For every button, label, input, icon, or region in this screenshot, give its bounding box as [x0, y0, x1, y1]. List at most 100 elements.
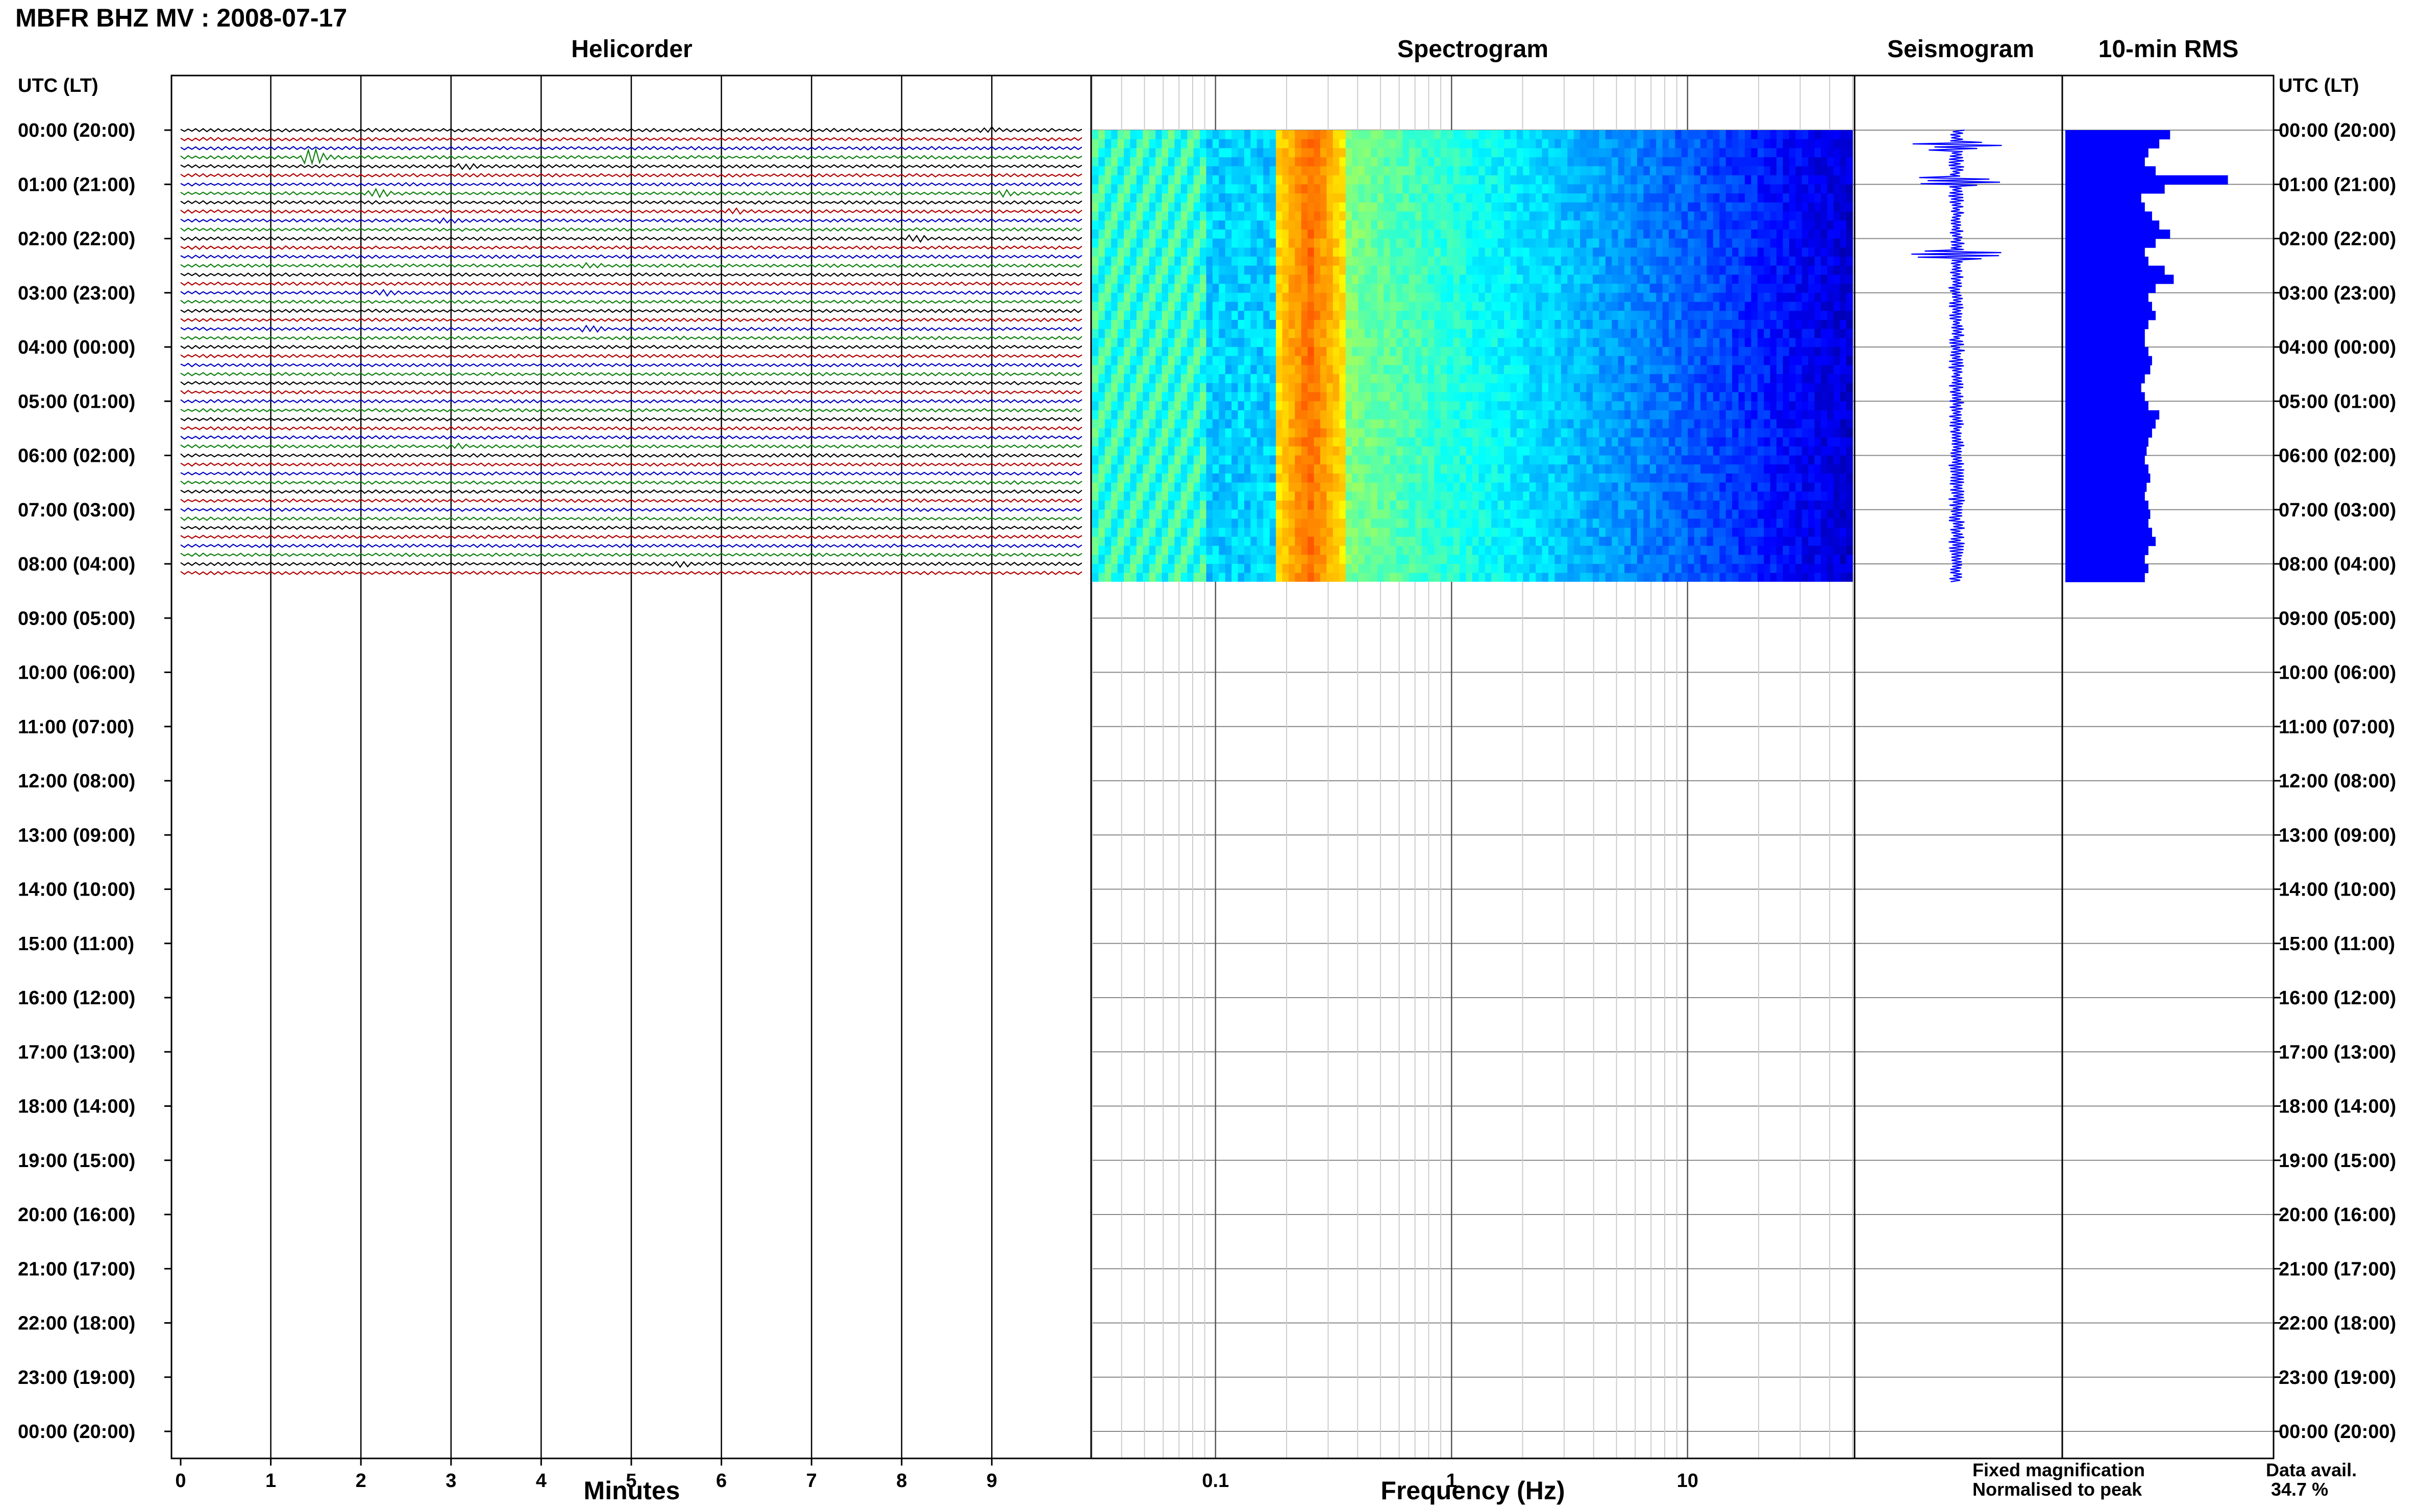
spectrogram-cell [1314, 446, 1321, 456]
spectrogram-cell [1795, 284, 1803, 293]
spectrogram-cell [1523, 229, 1530, 239]
spectrogram-cell [1364, 437, 1371, 447]
spectrogram-cell [1371, 238, 1378, 248]
spectrogram-cell [1200, 193, 1207, 203]
spectrogram-cell [1732, 437, 1739, 447]
spectrogram-cell [1649, 374, 1657, 384]
spectrogram-cell [1193, 392, 1200, 402]
spectrogram-cell [1764, 292, 1771, 302]
spectrogram-cell [1384, 356, 1391, 365]
spectrogram-cell [1206, 329, 1213, 338]
spectrogram-cell [1643, 256, 1650, 266]
spectrogram-cell [1390, 193, 1397, 203]
spectrogram-cell [1529, 265, 1536, 275]
spectrogram-cell [1738, 292, 1745, 302]
spectrogram-cell [1542, 365, 1549, 375]
spectrogram-cell [1288, 139, 1295, 148]
spectrogram-cell [1314, 464, 1321, 474]
spectrogram-cell [1700, 229, 1707, 239]
spectrogram-cell [1168, 428, 1175, 438]
spectrogram-cell [1092, 229, 1099, 239]
spectrogram-cell [1143, 338, 1150, 348]
spectrogram-cell [1200, 229, 1207, 239]
spectrogram-cell [1649, 184, 1657, 194]
spectrogram-cell [1104, 229, 1112, 239]
spectrogram-cell [1314, 428, 1321, 438]
spectrogram-cell [1820, 284, 1828, 293]
spectrogram-cell [1744, 220, 1751, 230]
spectrogram-cell [1193, 311, 1200, 320]
spectrogram-cell [1162, 202, 1169, 212]
spectrogram-cell [1219, 265, 1226, 275]
spectrogram-cell [1554, 455, 1562, 465]
spectrogram-cell [1776, 275, 1783, 284]
spectrogram-cell [1516, 229, 1523, 239]
spectrogram-cell [1219, 428, 1226, 438]
spectrogram-cell [1130, 148, 1137, 158]
spectrogram-cell [1542, 148, 1549, 158]
spectrogram-cell [1219, 292, 1226, 302]
spectrogram-cell [1212, 229, 1219, 239]
spectrogram-cell [1744, 175, 1751, 185]
spectrogram-cell [1599, 374, 1606, 384]
spectrogram-cell [1117, 455, 1124, 465]
spectrogram-cell [1744, 383, 1751, 392]
spectrogram-cell [1092, 419, 1099, 429]
spectrogram-cell [1180, 365, 1188, 375]
spectrogram-cell [1820, 428, 1828, 438]
spectrogram-cell [1662, 247, 1669, 257]
spectrogram-cell [1554, 148, 1562, 158]
spectrogram-cell [1352, 383, 1359, 392]
spectrogram-cell [1225, 139, 1232, 148]
spectrogram-cell [1384, 446, 1391, 456]
spectrogram-cell [1447, 193, 1454, 203]
spectrogram-cell [1345, 193, 1352, 203]
spectrogram-cell [1681, 229, 1688, 239]
spectrogram-cell [1504, 446, 1511, 456]
spectrogram-cell [1713, 356, 1720, 365]
spectrogram-cell [1567, 374, 1574, 384]
spectrogram-cell [1384, 455, 1391, 465]
spectrogram-cell [1649, 338, 1657, 348]
spectrogram-cell [1776, 410, 1783, 420]
spectrogram-cell [1554, 229, 1562, 239]
spectrogram-cell [1193, 265, 1200, 275]
spectrogram-cell [1460, 229, 1467, 239]
spectrogram-cell [1732, 410, 1739, 420]
spectrogram-cell [1104, 139, 1112, 148]
spectrogram-cell [1415, 491, 1422, 501]
spectrogram-cell [1447, 338, 1454, 348]
spectrogram-cell [1320, 184, 1327, 194]
spectrogram-cell [1624, 157, 1631, 167]
spectrogram-cell [1757, 347, 1764, 357]
spectrogram-cell [1612, 139, 1619, 148]
spectrogram-cell [1485, 175, 1492, 185]
spectrogram-cell [1732, 365, 1739, 375]
spectrogram-cell [1523, 220, 1530, 230]
spectrogram-cell [1637, 410, 1644, 420]
spectrogram-cell [1827, 275, 1834, 284]
spectrogram-cell [1212, 166, 1219, 176]
spectrogram-cell [1612, 238, 1619, 248]
spectrogram-cell [1840, 446, 1847, 456]
spectrogram-cell [1117, 319, 1124, 330]
spectrogram-cell [1840, 220, 1847, 230]
spectrogram-cell [1719, 338, 1726, 348]
spectrogram-cell [1111, 464, 1118, 474]
spectrogram-cell [1358, 148, 1365, 158]
spectrogram-cell [1561, 410, 1568, 420]
spectrogram-cell [1390, 238, 1397, 248]
spectrogram-cell [1282, 184, 1289, 194]
spectrogram-cell [1548, 329, 1555, 338]
spectrogram-cell [1206, 419, 1213, 429]
spectrogram-cell [1187, 446, 1194, 456]
spectrogram-cell [1808, 184, 1815, 194]
spectrogram-cell [1713, 473, 1720, 483]
spectrogram-cell [1092, 184, 1099, 194]
spectrogram-cell [1244, 148, 1251, 158]
spectrogram-cell [1478, 329, 1486, 338]
spectrogram-cell [1339, 302, 1346, 311]
spectrogram-cell [1770, 347, 1777, 357]
spectrogram-cell [1675, 365, 1682, 375]
spectrogram-cell [1124, 284, 1131, 293]
